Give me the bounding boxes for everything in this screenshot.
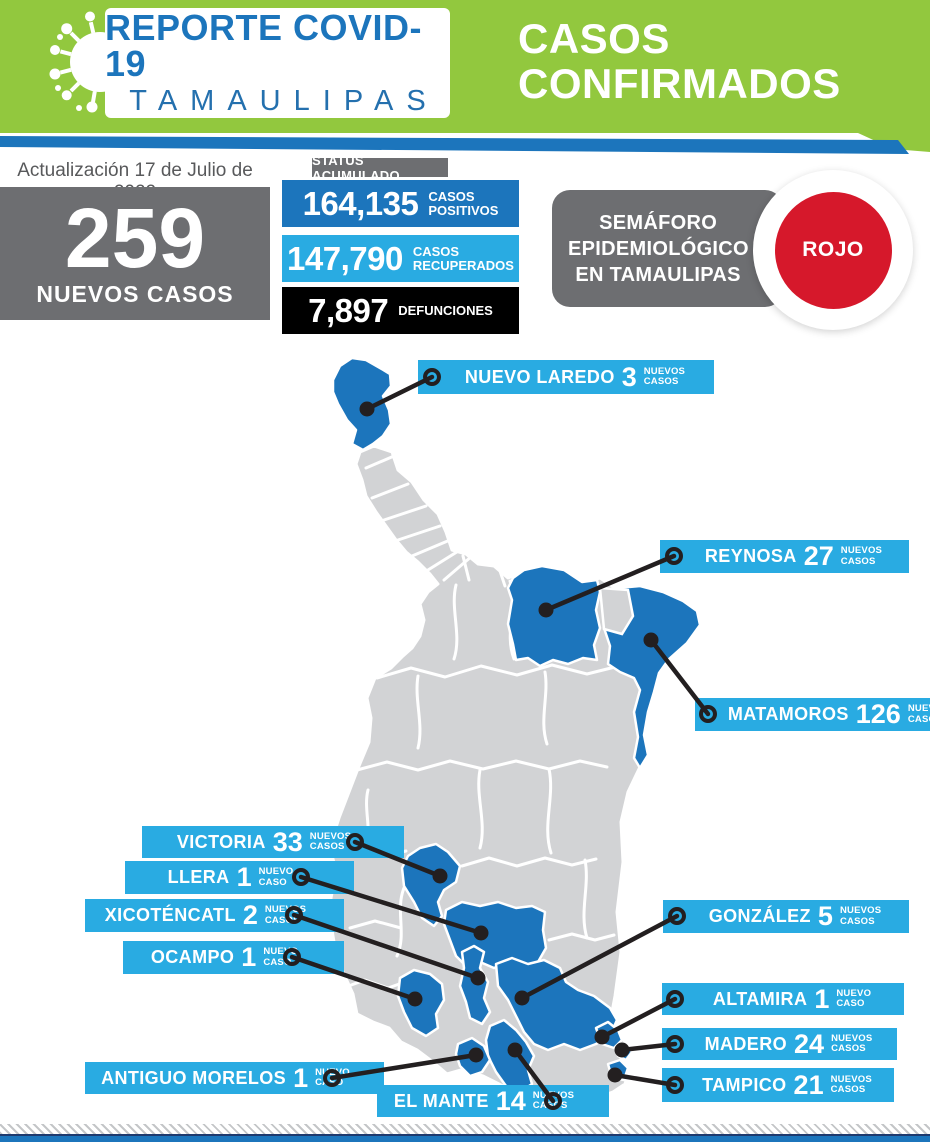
- label-el-mante: EL MANTE 14 NUEVOS CASOS: [377, 1085, 609, 1117]
- reynosa-count: 27: [803, 541, 834, 571]
- ocampo-suffix: NUEVO CASO: [263, 946, 299, 968]
- xicotencatl-suffix: NUEVOS CASOS: [264, 904, 307, 926]
- label-ocampo: OCAMPO 1 NUEVO CASO: [123, 941, 344, 974]
- defunciones-value: 7,897: [308, 291, 389, 329]
- madero-count: 24: [794, 1028, 825, 1059]
- llera-count: 1: [236, 862, 252, 892]
- label-victoria: VICTORIA 33 NUEVOS CASOS: [142, 826, 404, 858]
- municipality-reynosa: [506, 564, 602, 668]
- label-gonzalez: GONZÁLEZ 5 NUEVOS CASOS: [663, 900, 909, 933]
- municipality-llera: [442, 900, 548, 970]
- footer-hatch-stripe: [0, 1124, 930, 1134]
- report-logo: REPORTE COVID-19 TAMAULIPAS: [105, 8, 450, 118]
- gonzalez-name: GONZÁLEZ: [708, 906, 811, 926]
- el-mante-name: EL MANTE: [393, 1090, 489, 1111]
- label-tampico: TAMPICO 21 NUEVOS CASOS: [662, 1068, 894, 1102]
- recuperados-value: 147,790: [287, 239, 403, 277]
- municipality-nuevo-laredo: [331, 356, 393, 452]
- matamoros-suffix: NUEVOS CASOS: [907, 703, 930, 725]
- new-cases-number: 259: [64, 191, 206, 286]
- el-mante-count: 14: [495, 1085, 526, 1116]
- semaforo-circle: ROJO: [753, 170, 913, 330]
- footer-blue-bar: [0, 1134, 930, 1142]
- tampico-count: 21: [793, 1069, 824, 1100]
- matamoros-count: 126: [855, 699, 901, 729]
- xicotencatl-count: 2: [242, 900, 258, 930]
- status-casos-positivos: 164,135 CASOS POSITIVOS: [282, 180, 519, 227]
- matamoros-name: MATAMOROS: [727, 704, 849, 724]
- defunciones-label: DEFUNCIONES: [398, 302, 493, 318]
- label-matamoros: MATAMOROS 126 NUEVOS CASOS: [695, 698, 930, 731]
- gonzalez-suffix: NUEVOS CASOS: [839, 905, 882, 927]
- gonzalez-count: 5: [817, 901, 833, 931]
- victoria-name: VICTORIA: [176, 831, 266, 852]
- header-blue-stripe: [0, 136, 909, 154]
- reynosa-name: REYNOSA: [704, 546, 797, 566]
- label-madero: MADERO 24 NUEVOS CASOS: [662, 1028, 897, 1060]
- municipality-madero: [614, 1040, 634, 1062]
- victoria-count: 33: [272, 826, 303, 857]
- madero-suffix: NUEVOS CASOS: [831, 1032, 873, 1054]
- el-mante-suffix: NUEVOS CASOS: [532, 1089, 575, 1111]
- page-title: CASOS CONFIRMADOS: [518, 15, 841, 108]
- new-cases-label: NUEVOS CASOS: [36, 280, 234, 307]
- status-defunciones: 7,897 DEFUNCIONES: [282, 287, 519, 334]
- madero-name: MADERO: [704, 1033, 788, 1054]
- label-nuevo-laredo: NUEVO LAREDO 3 NUEVOS CASOS: [418, 360, 714, 394]
- report-subtitle: TAMAULIPAS: [129, 85, 439, 117]
- recuperados-label: CASOS RECUPERADOS: [412, 243, 514, 273]
- semaforo-text: SEMÁFORO EPIDEMIOLÓGICO EN TAMAULIPAS: [568, 211, 749, 286]
- altamira-suffix: NUEVO CASO: [836, 987, 872, 1009]
- label-altamira: ALTAMIRA 1 NUEVO CASO: [662, 983, 904, 1015]
- label-reynosa: REYNOSA 27 NUEVOS CASOS: [660, 540, 909, 573]
- xicotencatl-name: XICOTÉNCATL: [104, 905, 236, 925]
- semaforo-panel: SEMÁFORO EPIDEMIOLÓGICO EN TAMAULIPAS: [552, 190, 783, 307]
- positivos-value: 164,135: [302, 184, 419, 222]
- antiguo-morelos-count: 1: [293, 1062, 309, 1093]
- llera-suffix: NUEVO CASO: [258, 866, 294, 888]
- tampico-suffix: NUEVOS CASOS: [830, 1073, 872, 1095]
- nuevo-laredo-name: NUEVO LAREDO: [464, 366, 615, 387]
- llera-name: LLERA: [167, 867, 230, 887]
- nuevo-laredo-count: 3: [621, 361, 637, 392]
- update-label: Actualización: [17, 160, 130, 181]
- report-title: REPORTE COVID-19: [105, 7, 423, 84]
- label-antiguo-morelos: ANTIGUO MORELOS 1 NUEVO CASO: [85, 1062, 384, 1094]
- semaforo-status: ROJO: [802, 238, 864, 261]
- altamira-name: ALTAMIRA: [712, 988, 808, 1009]
- antiguo-morelos-suffix: NUEVO CASO: [315, 1066, 350, 1088]
- reynosa-suffix: NUEVOS CASOS: [840, 545, 883, 567]
- victoria-suffix: NUEVOS CASOS: [309, 830, 352, 852]
- label-xicotencatl: XICOTÉNCATL 2 NUEVOS CASOS: [85, 899, 344, 932]
- positivos-label: CASOS POSITIVOS: [428, 188, 499, 218]
- new-cases-panel: 259 NUEVOS CASOS: [0, 187, 270, 320]
- altamira-count: 1: [814, 983, 830, 1014]
- semaforo-status-badge: ROJO: [774, 191, 892, 309]
- label-llera: LLERA 1 NUEVO CASO: [125, 861, 354, 894]
- ocampo-name: OCAMPO: [150, 947, 235, 967]
- antiguo-morelos-name: ANTIGUO MORELOS: [101, 1067, 287, 1088]
- ocampo-count: 1: [241, 942, 257, 972]
- nuevo-laredo-suffix: NUEVOS CASOS: [643, 365, 686, 387]
- tampico-name: TAMPICO: [702, 1074, 787, 1095]
- status-casos-recuperados: 147,790 CASOS RECUPERADOS: [282, 235, 519, 282]
